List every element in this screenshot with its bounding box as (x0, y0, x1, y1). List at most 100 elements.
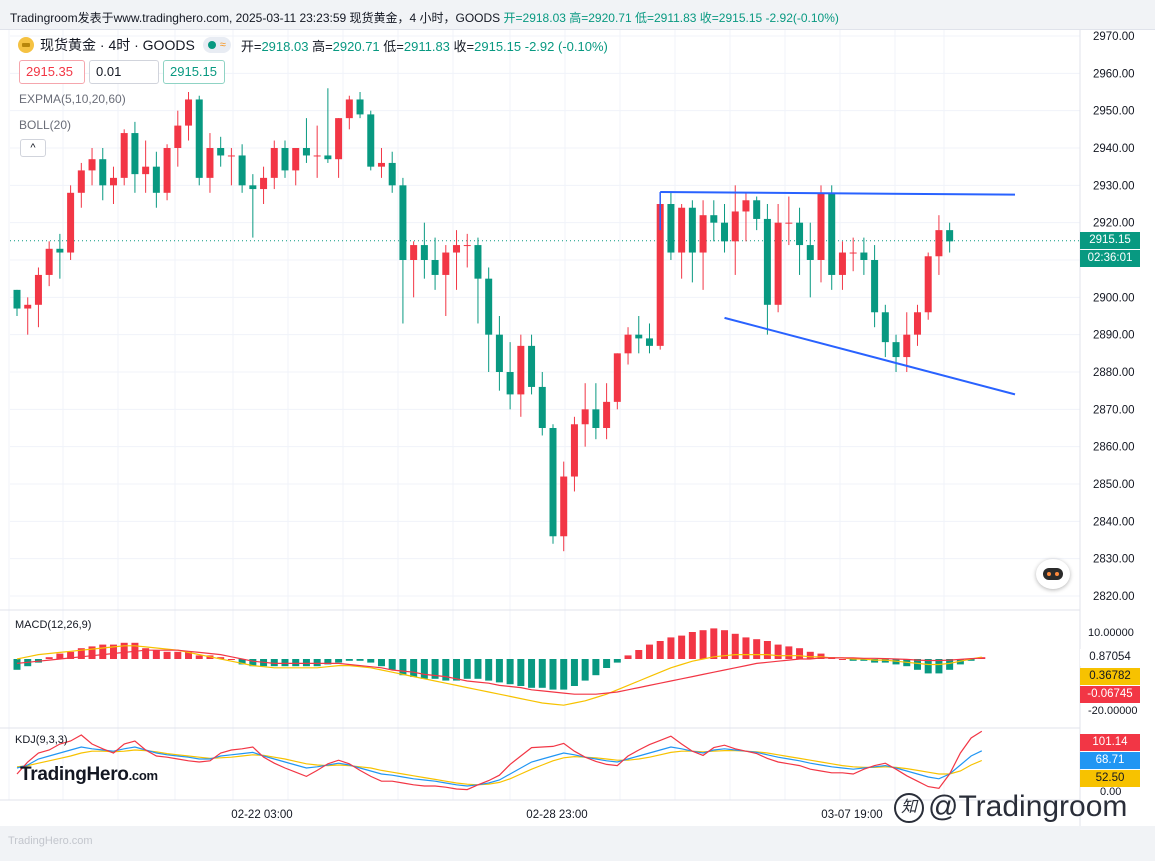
candle-up (313, 155, 321, 157)
price-tick-label: 2880.00 (1093, 367, 1135, 379)
candle-down (506, 372, 514, 395)
low-value: 2911.83 (403, 38, 450, 54)
chart-area[interactable]: 2970.00 2960.00 2950.00 2940.00 2930.00 2920.… (0, 30, 1155, 826)
macd-bar (453, 659, 461, 681)
candle-up (163, 148, 171, 193)
price-tick-label: 2930.00 (1093, 180, 1135, 192)
macd-bar (731, 633, 739, 659)
low-label: 低= (383, 38, 404, 54)
candle-down (753, 200, 761, 219)
expma-label[interactable]: EXPMA(5,10,20,60) (19, 92, 126, 106)
macd-axis-top: 10.00000 (1088, 627, 1134, 639)
price-tick-label: 2940.00 (1093, 143, 1135, 155)
macd-bar (174, 651, 182, 659)
candle-up (292, 148, 300, 171)
macd-bar (270, 659, 278, 667)
candle-up (34, 274, 42, 305)
macd-bar (388, 659, 396, 670)
candle-down (860, 252, 868, 260)
candle-up (624, 334, 632, 354)
high-label: 高= (312, 38, 333, 54)
macd-bar (753, 639, 761, 659)
macd-bar (967, 659, 975, 661)
kdj-d-tag: 52.50 (1080, 770, 1140, 787)
candlestick-chart[interactable]: 2970.00 2960.00 2950.00 2940.00 2930.00 2920.… (0, 30, 1155, 826)
candle-down (721, 222, 729, 242)
candle-down (796, 222, 804, 246)
candle-up (335, 118, 343, 160)
gold-icon (18, 37, 34, 53)
trade-panel: 2915.35 0.01 2915.15 (19, 60, 225, 84)
candle-up (570, 424, 578, 477)
candle-down (881, 312, 889, 343)
candle-up (88, 159, 96, 171)
candle-down (892, 342, 900, 358)
candle-up (560, 476, 568, 537)
candle-up (120, 133, 128, 178)
candle-up (913, 312, 921, 335)
macd-bar (399, 659, 407, 676)
macd-bar (313, 659, 321, 667)
macd-bar (249, 659, 257, 667)
tradinghero-logo: TradingHero.com (20, 764, 158, 786)
macd-bar (88, 646, 96, 659)
buy-price-button[interactable]: 2915.15 (163, 60, 225, 84)
time-tick-label: 03-07 19:00 (821, 809, 882, 821)
macd-dif-tag: 0.87054 (1080, 649, 1140, 666)
kdj-d-line (16, 749, 983, 786)
countdown-tag: 02:36:01 (1080, 250, 1140, 267)
candle-down (217, 148, 225, 156)
candle-down (195, 99, 203, 178)
macd-bar (656, 641, 664, 659)
time-axis: 02-22 03:00 02-28 23:00 03-07 19:00 (231, 809, 882, 821)
legend-ohlc: 开=2918.03 高=2920.71 低=2911.83 收=2915.15 … (241, 36, 608, 55)
macd-bar (581, 659, 589, 681)
macd-bar (635, 650, 643, 659)
change-value: -2.92 (-0.10%) (524, 38, 608, 54)
market-status-pill[interactable]: ≈ (202, 37, 231, 53)
macd-bar (849, 659, 857, 661)
candle-down (495, 334, 503, 372)
price-axis: 2970.00 2960.00 2950.00 2940.00 2930.00 2920.… (10, 31, 1135, 603)
macd-bar (560, 659, 568, 690)
kdj-label[interactable]: KDJ(9,3,3) (15, 734, 68, 746)
candle-up (785, 222, 793, 224)
collapse-indicators-button[interactable]: ^ (20, 139, 46, 157)
quantity-input[interactable]: 0.01 (89, 60, 159, 84)
candle-up (935, 230, 943, 257)
candle-down (281, 148, 289, 171)
macd-bar (624, 655, 632, 659)
macd-bar (99, 644, 107, 659)
macd-bar (324, 659, 332, 665)
candle-down (249, 185, 257, 190)
macd-bar (913, 659, 921, 670)
price-tick-label: 2850.00 (1093, 479, 1135, 491)
symbol-name[interactable]: 现货黄金 · 4时 · GOODS (40, 37, 195, 53)
last-price-tag: 2915.15 (1080, 232, 1140, 249)
candle-down (645, 338, 653, 346)
candle-down (302, 148, 310, 156)
macd-bar (431, 659, 439, 679)
macd-label[interactable]: MACD(12,26,9) (15, 619, 92, 631)
macd-axis-bottom: -20.00000 (1088, 705, 1138, 717)
post-source: Tradingroom发表于www.tradinghero.com, 2025-… (10, 11, 504, 25)
candle-up (656, 204, 664, 346)
symbol-legend: 现货黄金 · 4时 · GOODS ≈ 开=2918.03 高=2920.71 … (18, 35, 608, 55)
candle-up (849, 252, 857, 254)
macd-bar (721, 630, 729, 659)
footer-strip: TradingHero.com (0, 826, 1155, 861)
assistant-bot-button[interactable] (1036, 559, 1070, 589)
candle-down (131, 133, 139, 175)
candle-down (871, 260, 879, 313)
macd-bar (281, 659, 289, 667)
candle-down (688, 207, 696, 253)
macd-bar (549, 659, 557, 690)
boll-label[interactable]: BOLL(20) (19, 118, 72, 132)
sell-price-button[interactable]: 2915.35 (19, 60, 85, 84)
macd-bar (613, 659, 621, 663)
macd-bar (570, 659, 578, 686)
macd-bar (163, 651, 171, 659)
candle-down (431, 260, 439, 275)
macd-bar (506, 659, 514, 685)
candle-up (517, 345, 525, 395)
